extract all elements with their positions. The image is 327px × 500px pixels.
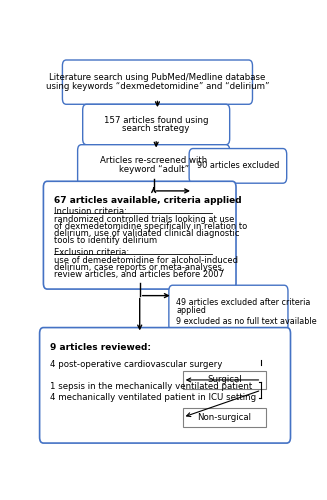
Text: delirium, case reports or meta-analyses,: delirium, case reports or meta-analyses, bbox=[54, 263, 224, 272]
Text: 67 articles available, criteria applied: 67 articles available, criteria applied bbox=[54, 196, 241, 204]
Text: search strategy: search strategy bbox=[123, 124, 190, 133]
Text: Surgical: Surgical bbox=[207, 376, 242, 384]
FancyBboxPatch shape bbox=[62, 60, 252, 104]
Text: Non-surgical: Non-surgical bbox=[198, 413, 251, 422]
Text: Literature search using PubMed/Medline database: Literature search using PubMed/Medline d… bbox=[49, 74, 266, 82]
Text: Inclusion criteria:: Inclusion criteria: bbox=[54, 207, 127, 216]
Text: using keywords “dexmedetomidine” and “delirium”: using keywords “dexmedetomidine” and “de… bbox=[46, 82, 269, 91]
Text: Articles re-screened with: Articles re-screened with bbox=[100, 156, 207, 165]
Text: tools to identify delirium: tools to identify delirium bbox=[54, 236, 157, 246]
FancyBboxPatch shape bbox=[83, 104, 230, 144]
Text: 1 sepsis in the mechanically ventilated patient: 1 sepsis in the mechanically ventilated … bbox=[50, 382, 252, 390]
Text: delirium, use of validated clinical diagnostic: delirium, use of validated clinical diag… bbox=[54, 229, 239, 238]
Text: randomized controlled trials looking at use: randomized controlled trials looking at … bbox=[54, 214, 234, 224]
Text: 157 articles found using: 157 articles found using bbox=[104, 116, 208, 125]
Text: 90 articles excluded: 90 articles excluded bbox=[197, 162, 279, 170]
FancyBboxPatch shape bbox=[183, 370, 267, 389]
Text: 49 articles excluded after criteria: 49 articles excluded after criteria bbox=[177, 298, 311, 307]
Text: 4 post-operative cardiovascular surgery: 4 post-operative cardiovascular surgery bbox=[50, 360, 222, 368]
Text: keyword “adult”: keyword “adult” bbox=[119, 164, 189, 173]
Text: 9 excluded as no full text available: 9 excluded as no full text available bbox=[177, 317, 317, 326]
FancyBboxPatch shape bbox=[189, 148, 287, 183]
Text: 4 mechanically ventilated patient in ICU setting: 4 mechanically ventilated patient in ICU… bbox=[50, 393, 256, 402]
Text: Exclusion criteria:: Exclusion criteria: bbox=[54, 248, 129, 257]
Text: review articles, and articles before 2007: review articles, and articles before 200… bbox=[54, 270, 224, 279]
Text: applied: applied bbox=[177, 306, 206, 314]
Text: 9 articles reviewed:: 9 articles reviewed: bbox=[50, 343, 151, 352]
Text: use of demedetomidine for alcohol-induced: use of demedetomidine for alcohol-induce… bbox=[54, 256, 237, 264]
FancyBboxPatch shape bbox=[40, 328, 290, 443]
FancyBboxPatch shape bbox=[43, 182, 236, 289]
FancyBboxPatch shape bbox=[183, 408, 267, 426]
Text: of dexmedetomidine specifically in relation to: of dexmedetomidine specifically in relat… bbox=[54, 222, 247, 231]
FancyBboxPatch shape bbox=[77, 144, 230, 185]
FancyBboxPatch shape bbox=[169, 285, 288, 332]
